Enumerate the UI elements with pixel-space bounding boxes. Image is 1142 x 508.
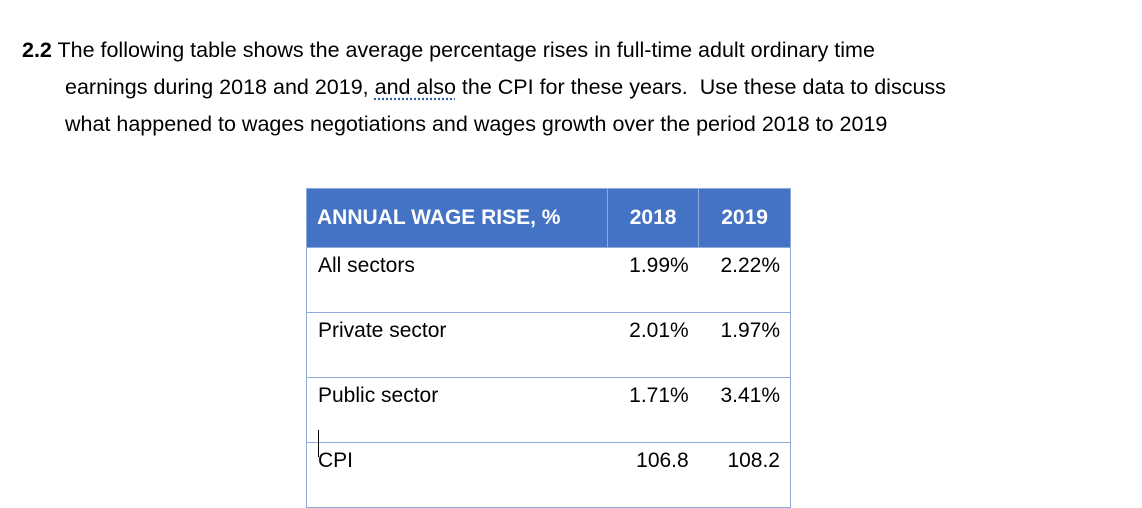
question-text: The following table shows the average pe… — [57, 38, 875, 62]
wage-table: ANNUAL WAGE RISE, % 2018 2019 All sectors 1… — [306, 188, 791, 508]
table-row: All sectors 1.99% 2.22% — [306, 247, 791, 313]
value-cell: 1.71% — [607, 377, 699, 443]
question-text: and also — [374, 75, 456, 99]
value-cell: 106.8 — [607, 442, 699, 508]
value-cell: 2.22% — [698, 247, 791, 313]
header-cell: 2019 — [698, 188, 791, 248]
text-cursor — [318, 430, 319, 457]
label-cell: CPI — [306, 442, 608, 508]
table-row: Private sector 2.01% 1.97% — [306, 312, 791, 378]
table-row: CPI 106.8 108.2 — [306, 442, 791, 508]
table-row: Public sector 1.71% 3.41% — [306, 377, 791, 443]
label-cell: Public sector — [306, 377, 608, 443]
question-line: earnings during 2018 and 2019, and also … — [65, 74, 946, 100]
question-line: what happened to wages negotiations and … — [65, 111, 887, 137]
label-cell: Private sector — [306, 312, 608, 378]
question-text: the CPI for these years. Use these data … — [461, 75, 946, 99]
value-cell: 3.41% — [698, 377, 791, 443]
question-line: 2.2 The following table shows the averag… — [22, 37, 875, 63]
question-text: earnings during 2018 and 2019, — [65, 75, 369, 99]
header-row: ANNUAL WAGE RISE, % 2018 2019 — [306, 188, 791, 248]
header-cell: 2018 — [606, 188, 700, 248]
question-number: 2.2 — [22, 38, 52, 62]
value-cell: 108.2 — [698, 442, 791, 508]
header-cell: ANNUAL WAGE RISE, % — [306, 188, 608, 248]
question-text: what happened to wages negotiations and … — [65, 112, 888, 136]
value-cell: 1.97% — [698, 312, 791, 378]
label-cell: All sectors — [306, 247, 608, 313]
value-cell: 2.01% — [607, 312, 699, 378]
value-cell: 1.99% — [607, 247, 699, 313]
